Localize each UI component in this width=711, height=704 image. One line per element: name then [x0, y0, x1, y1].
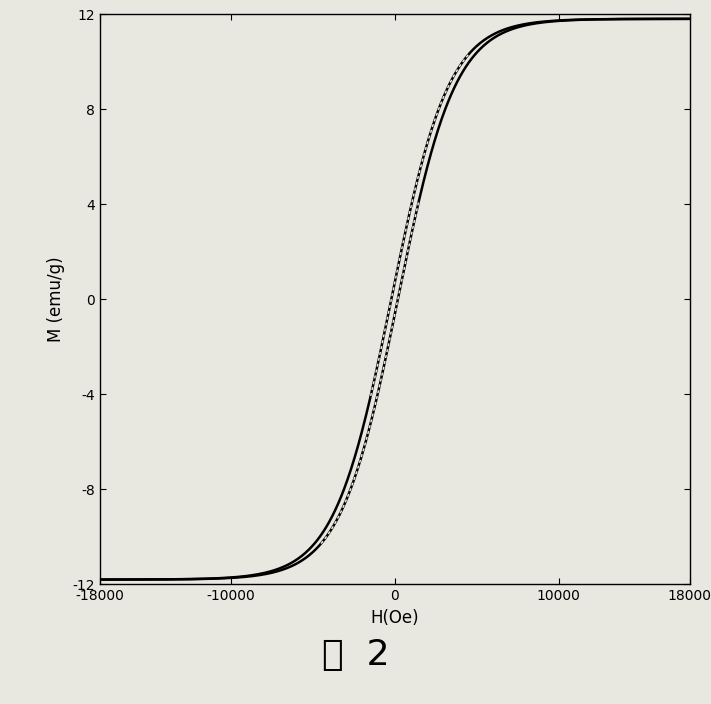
X-axis label: H(Oe): H(Oe) [370, 609, 419, 627]
Text: 图  2: 图 2 [321, 638, 390, 672]
Y-axis label: M (emu/g): M (emu/g) [47, 256, 65, 342]
